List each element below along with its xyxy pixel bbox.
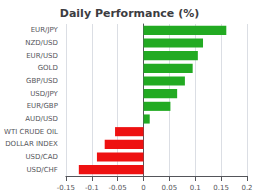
- svg-text:0.1: 0.1: [190, 184, 201, 192]
- svg-text:AUD/USD: AUD/USD: [25, 115, 58, 123]
- svg-text:USD/CAD: USD/CAD: [25, 153, 57, 161]
- svg-text:0.15: 0.15: [213, 184, 229, 192]
- svg-text:-0.1: -0.1: [85, 184, 99, 192]
- svg-text:-0.05: -0.05: [109, 184, 127, 192]
- svg-text:WTI CRUDE OIL: WTI CRUDE OIL: [4, 128, 58, 136]
- svg-text:0.2: 0.2: [241, 184, 252, 192]
- svg-text:0.05: 0.05: [162, 184, 178, 192]
- svg-text:NZD/USD: NZD/USD: [25, 39, 58, 47]
- svg-text:EUR/GBP: EUR/GBP: [27, 102, 58, 110]
- svg-text:USD/CHF: USD/CHF: [26, 166, 58, 174]
- svg-text:GBP/USD: GBP/USD: [26, 77, 58, 85]
- svg-text:EUR/JPY: EUR/JPY: [31, 26, 59, 34]
- svg-text:USD/JPY: USD/JPY: [30, 90, 58, 98]
- svg-text:DOLLAR INDEX: DOLLAR INDEX: [5, 140, 58, 148]
- svg-text:GOLD: GOLD: [38, 64, 58, 72]
- svg-text:EUR/USD: EUR/USD: [26, 52, 58, 60]
- svg-text:Daily Performance (%): Daily Performance (%): [60, 7, 199, 20]
- svg-text:-0.15: -0.15: [57, 184, 75, 192]
- svg-text:0: 0: [141, 184, 145, 192]
